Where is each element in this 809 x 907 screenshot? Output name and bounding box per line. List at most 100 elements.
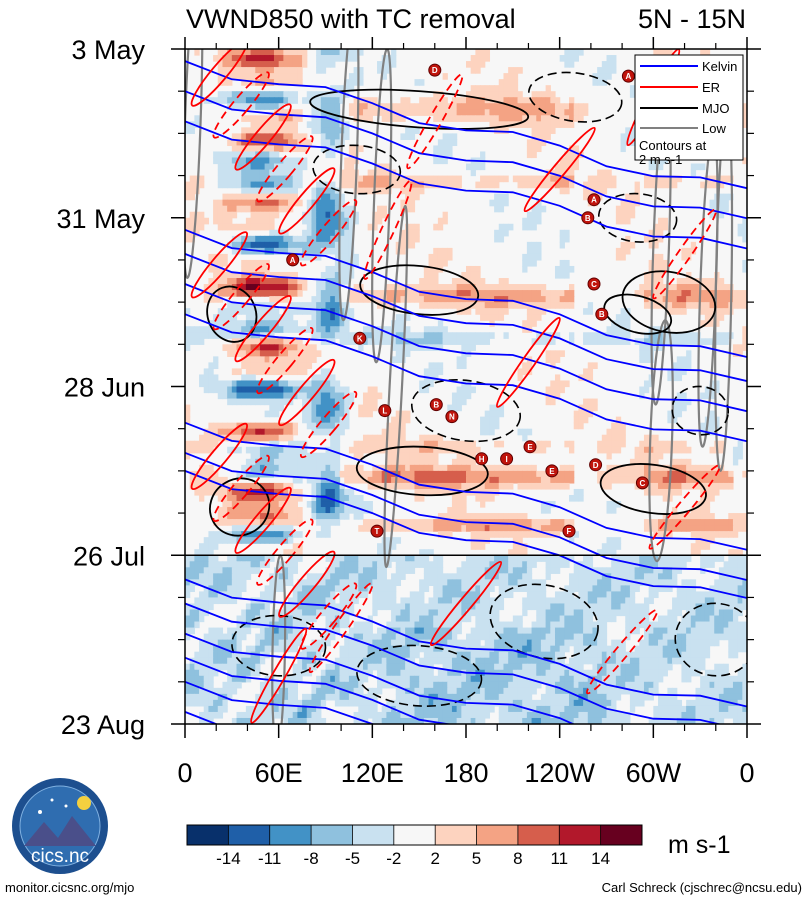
heatmap-cell	[451, 284, 458, 291]
heatmap-cell	[213, 585, 219, 593]
heatmap-cell	[288, 284, 294, 291]
heatmap-cell	[428, 549, 434, 556]
heatmap-cell	[344, 217, 350, 225]
heatmap-cell	[208, 470, 214, 478]
heatmap-cell	[236, 67, 242, 74]
heatmap-cell	[442, 585, 448, 593]
heatmap-cell	[381, 187, 387, 195]
heatmap-cell	[484, 109, 491, 116]
heatmap-cell	[316, 187, 322, 195]
heatmap-cell	[629, 193, 636, 201]
heatmap-cell	[227, 302, 233, 309]
heatmap-cell	[592, 79, 598, 86]
heatmap-cell	[461, 561, 467, 568]
heatmap-cell	[264, 458, 270, 466]
heatmap-cell	[250, 567, 256, 574]
heatmap-cell	[639, 350, 645, 357]
heatmap-cell	[554, 350, 561, 357]
heatmap-cell	[489, 464, 495, 472]
heatmap-cell	[236, 223, 242, 231]
heatmap-cell	[353, 501, 359, 508]
heatmap-cell	[686, 519, 692, 526]
heatmap-cell	[461, 115, 467, 122]
heatmap-cell	[466, 482, 472, 490]
heatmap-cell	[489, 555, 495, 562]
heatmap-cell	[316, 115, 322, 122]
heatmap-cell	[278, 452, 284, 460]
heatmap-cell	[264, 55, 270, 62]
heatmap-cell	[442, 217, 448, 225]
heatmap-cell	[362, 555, 369, 562]
heatmap-cell	[592, 398, 598, 406]
heatmap-cell	[480, 501, 486, 508]
heatmap-cell	[288, 344, 294, 351]
heatmap-cell	[292, 97, 298, 104]
heatmap-cell	[367, 446, 373, 454]
heatmap-cell	[339, 91, 345, 98]
heatmap-cell	[302, 217, 308, 225]
heatmap-cell	[353, 109, 359, 116]
heatmap-cell	[466, 585, 472, 593]
heatmap-cell	[414, 103, 420, 110]
heatmap-cell	[273, 169, 280, 177]
heatmap-cell	[498, 205, 505, 213]
heatmap-cell	[199, 464, 205, 472]
heatmap-cell	[480, 591, 486, 599]
heatmap-cell	[395, 338, 402, 345]
heatmap-cell	[512, 531, 519, 538]
heatmap-cell	[245, 223, 252, 231]
heatmap-cell	[358, 296, 364, 303]
heatmap-cell	[643, 296, 650, 303]
heatmap-cell	[362, 561, 369, 568]
heatmap-cell	[227, 585, 233, 593]
heatmap-cell	[330, 573, 336, 580]
heatmap-cell	[437, 513, 444, 520]
heatmap-cell	[550, 127, 556, 134]
heatmap-cell	[334, 241, 341, 249]
heatmap-cell	[316, 97, 322, 104]
heatmap-cell	[241, 386, 247, 394]
heatmap-cell	[522, 284, 528, 291]
heatmap-cell	[737, 567, 743, 574]
heatmap-cell	[306, 404, 313, 412]
heatmap-cell	[718, 284, 725, 291]
heatmap-cell	[672, 175, 678, 183]
heatmap-cell	[545, 386, 551, 394]
heatmap-cell	[306, 573, 313, 580]
heatmap-cell	[391, 434, 397, 442]
heatmap-cell	[461, 398, 467, 406]
heatmap-cell	[348, 579, 355, 586]
heatmap-cell	[526, 151, 533, 159]
heatmap-cell	[306, 380, 313, 388]
heatmap-cell	[255, 464, 261, 472]
heatmap-cell	[639, 470, 645, 478]
heatmap-cell	[494, 91, 500, 98]
heatmap-cell	[250, 362, 256, 370]
heatmap-cell	[503, 464, 509, 472]
heatmap-cell	[643, 525, 650, 532]
heatmap-cell	[395, 326, 402, 333]
heatmap-cell	[241, 199, 247, 207]
heatmap-cell	[442, 579, 448, 586]
heatmap-cell	[540, 308, 547, 315]
heatmap-cell	[672, 404, 678, 412]
heatmap-cell	[559, 302, 565, 309]
heatmap-cell	[409, 199, 416, 207]
heatmap-cell	[334, 127, 341, 134]
heatmap-cell	[512, 109, 519, 116]
heatmap-cell	[536, 175, 542, 183]
heatmap-cell	[419, 278, 425, 285]
heatmap-cell	[386, 338, 392, 345]
heatmap-cell	[217, 175, 224, 183]
heatmap-cell	[344, 211, 350, 219]
heatmap-cell	[316, 585, 322, 593]
heatmap-cell	[625, 470, 631, 478]
heatmap-cell	[208, 573, 214, 580]
heatmap-cell	[653, 259, 659, 267]
heatmap-cell	[686, 525, 692, 532]
heatmap-cell	[503, 85, 509, 92]
heatmap-cell	[564, 585, 570, 593]
heatmap-cell	[437, 151, 444, 159]
heatmap-cell	[227, 501, 233, 508]
heatmap-cell	[629, 470, 636, 478]
